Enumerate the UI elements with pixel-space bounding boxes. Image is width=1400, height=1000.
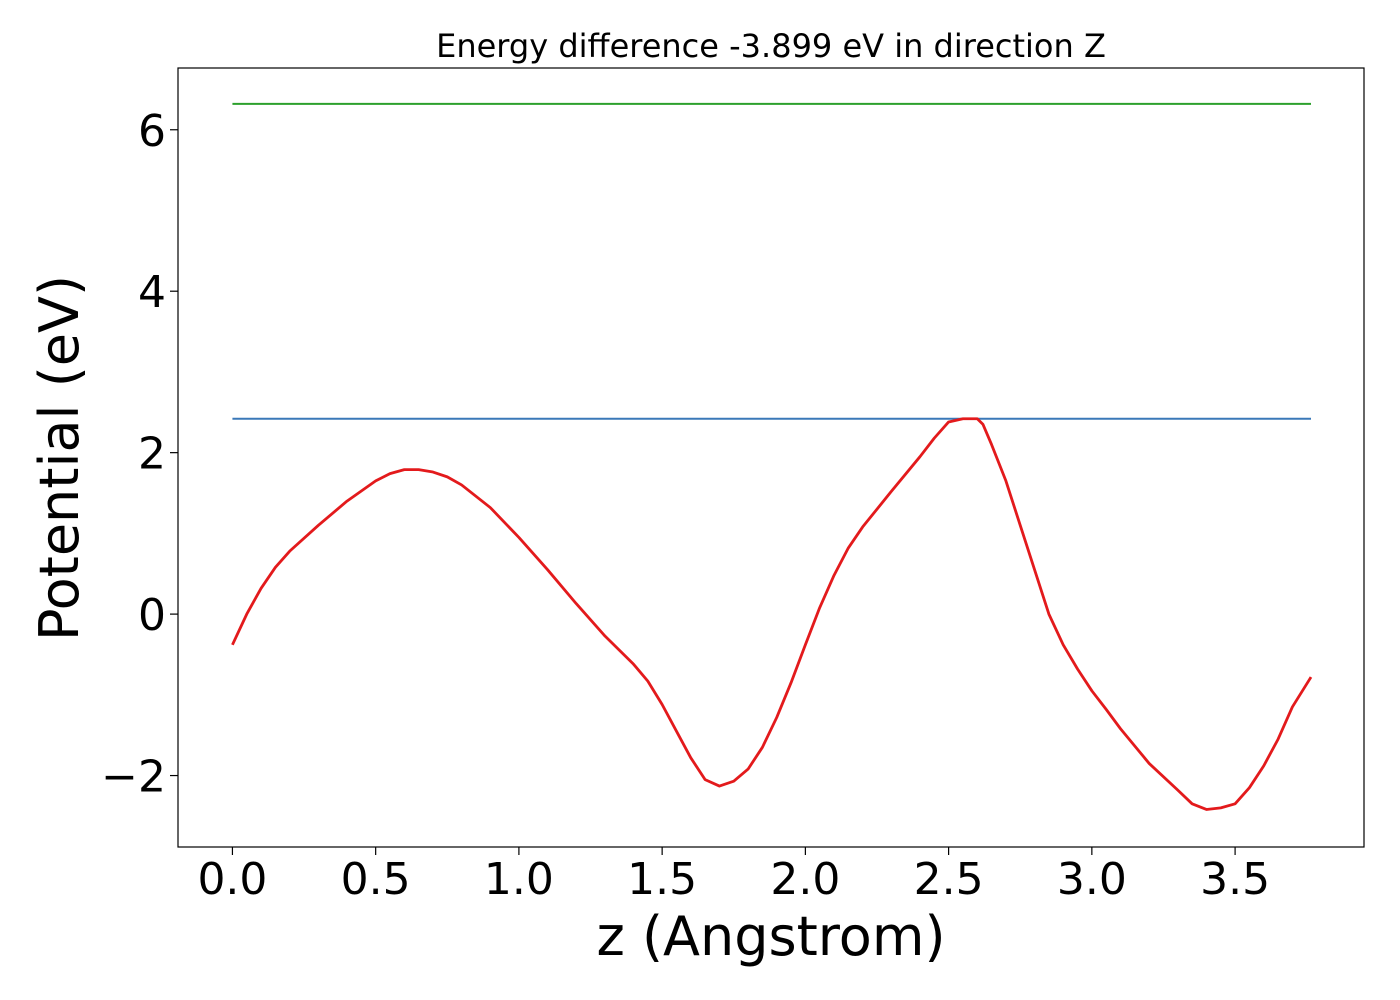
x-tick-label: 3.0	[1057, 854, 1127, 905]
y-axis-label: Potential (eV)	[28, 275, 91, 641]
chart-title: Energy difference -3.899 eV in direction…	[436, 27, 1106, 65]
x-tick-label: 3.5	[1200, 854, 1270, 905]
x-tick-label: 0.0	[197, 854, 267, 905]
x-tick-label: 2.0	[770, 854, 840, 905]
y-tick-label: −2	[101, 752, 166, 803]
x-tick-label: 1.5	[627, 854, 697, 905]
axes-frame	[177, 67, 1365, 848]
plot-area	[231, 102, 1313, 811]
y-tick-label: 6	[138, 106, 166, 157]
axes: 0.0 0.5 1.0 1.5 2.0 2.5 3.0 3.5 −2 0 2 4 6	[101, 67, 1365, 905]
x-axis-label: z (Angstrom)	[596, 905, 945, 968]
x-tick-label: 0.5	[341, 854, 411, 905]
y-tick-label: 2	[138, 429, 166, 480]
y-tick-label: 0	[138, 590, 166, 641]
y-tick-label: 4	[138, 267, 166, 318]
series-line-2	[231, 417, 1313, 811]
x-tick-label: 2.5	[914, 854, 984, 905]
x-tick-label: 1.0	[484, 854, 554, 905]
